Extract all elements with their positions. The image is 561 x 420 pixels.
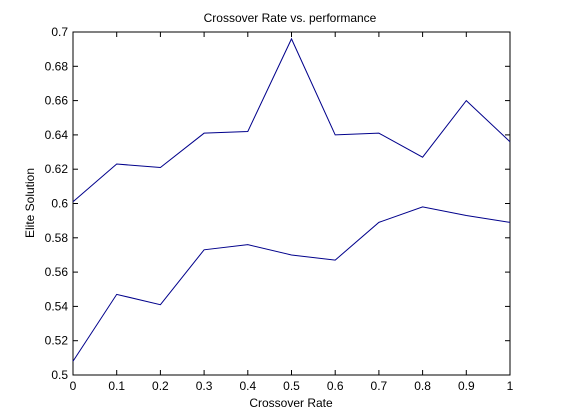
y-tick-label: 0.7 — [51, 25, 68, 39]
x-tick-label: 0.9 — [458, 379, 475, 393]
plot-frame — [72, 31, 511, 376]
x-tick-label: 0.7 — [371, 379, 388, 393]
series-group — [72, 37, 511, 362]
y-tick-label: 0.64 — [45, 128, 69, 142]
y-tick-label: 0.68 — [45, 59, 69, 73]
y-tick-label: 0.66 — [45, 94, 69, 108]
y-tick-label: 0.56 — [45, 265, 69, 279]
y-axis-title: Elite Solution — [23, 168, 37, 238]
chart-title: Crossover Rate vs. performance — [204, 11, 377, 25]
x-tick-label: 0.6 — [327, 379, 344, 393]
x-axis-title: Crossover Rate — [249, 396, 333, 410]
y-tick-label: 0.58 — [45, 231, 69, 245]
x-tick-label: 0.3 — [196, 379, 213, 393]
x-tick-label: 0.4 — [239, 379, 256, 393]
x-tick-label: 0.2 — [152, 379, 169, 393]
x-tick-label: 0 — [70, 379, 77, 393]
ticks-group: 0 0.1 0.2 0.3 0.4 0.5 0.6 0.7 0.8 0.9 1 0.5 0.52 0.54… — [45, 25, 514, 393]
x-tick-label: 0.8 — [414, 379, 431, 393]
y-tick-label: 0.6 — [51, 197, 68, 211]
x-tick-label: 0.1 — [108, 379, 125, 393]
y-tick-label: 0.62 — [45, 162, 69, 176]
y-tick-label: 0.5 — [51, 368, 68, 382]
y-tick-label: 0.54 — [45, 299, 69, 313]
y-tick-label: 0.52 — [45, 334, 69, 348]
x-tick-label: 0.5 — [283, 379, 300, 393]
series-line-1 — [72, 37, 511, 203]
x-tick-label: 1 — [507, 379, 514, 393]
series-line-2 — [72, 206, 511, 362]
